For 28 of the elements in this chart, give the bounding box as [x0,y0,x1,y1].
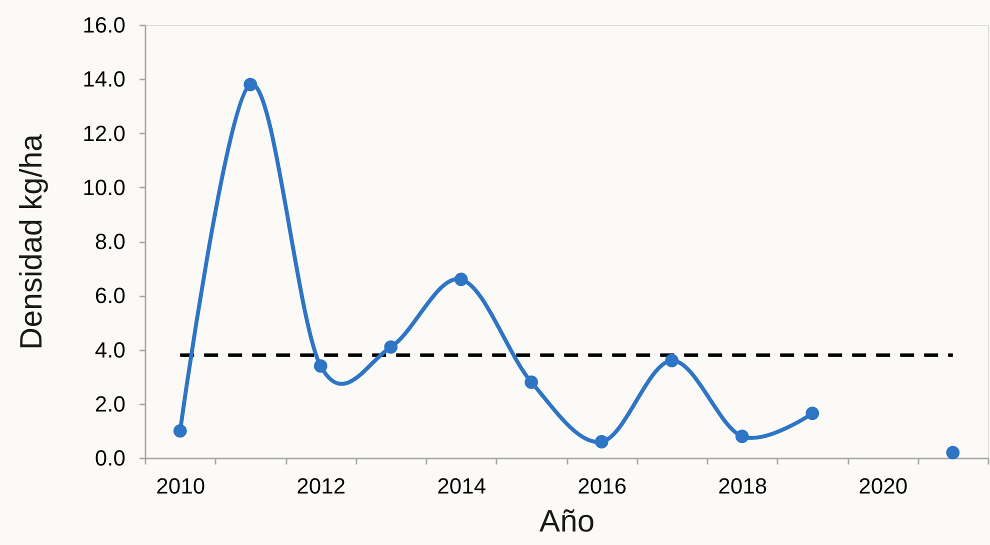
x-tick-label: 2014 [437,474,486,498]
x-tick-label: 2012 [296,474,346,498]
x-tick-label: 2016 [578,474,627,498]
x-axis-title: Año [539,504,595,538]
y-tick-label: 14.0 [82,66,126,92]
y-tick-label: 12.0 [82,120,126,146]
x-tick-label: 2010 [156,474,206,498]
y-tick-label: 8.0 [94,229,126,254]
y-tick-label: 0.0 [94,446,126,470]
y-tick-label: 4.0 [94,337,126,362]
point [735,430,749,444]
point [173,424,187,438]
y-tick-label: 6.0 [94,283,126,308]
point [524,376,538,389]
y-tick-label: 10.0 [82,174,126,200]
y-tick-label: 16.0 [82,12,126,38]
point [314,359,328,373]
point [806,406,820,420]
point [454,272,468,286]
point [384,340,398,354]
point [665,354,679,368]
x-tick-label: 2018 [718,474,768,498]
point [594,435,608,448]
point [244,78,258,92]
y-axis-title: Densidad kg/ha [14,134,49,350]
y-tick-label: 2.0 [94,391,126,416]
x-tick-label: 2020 [858,474,908,498]
point [946,446,960,460]
